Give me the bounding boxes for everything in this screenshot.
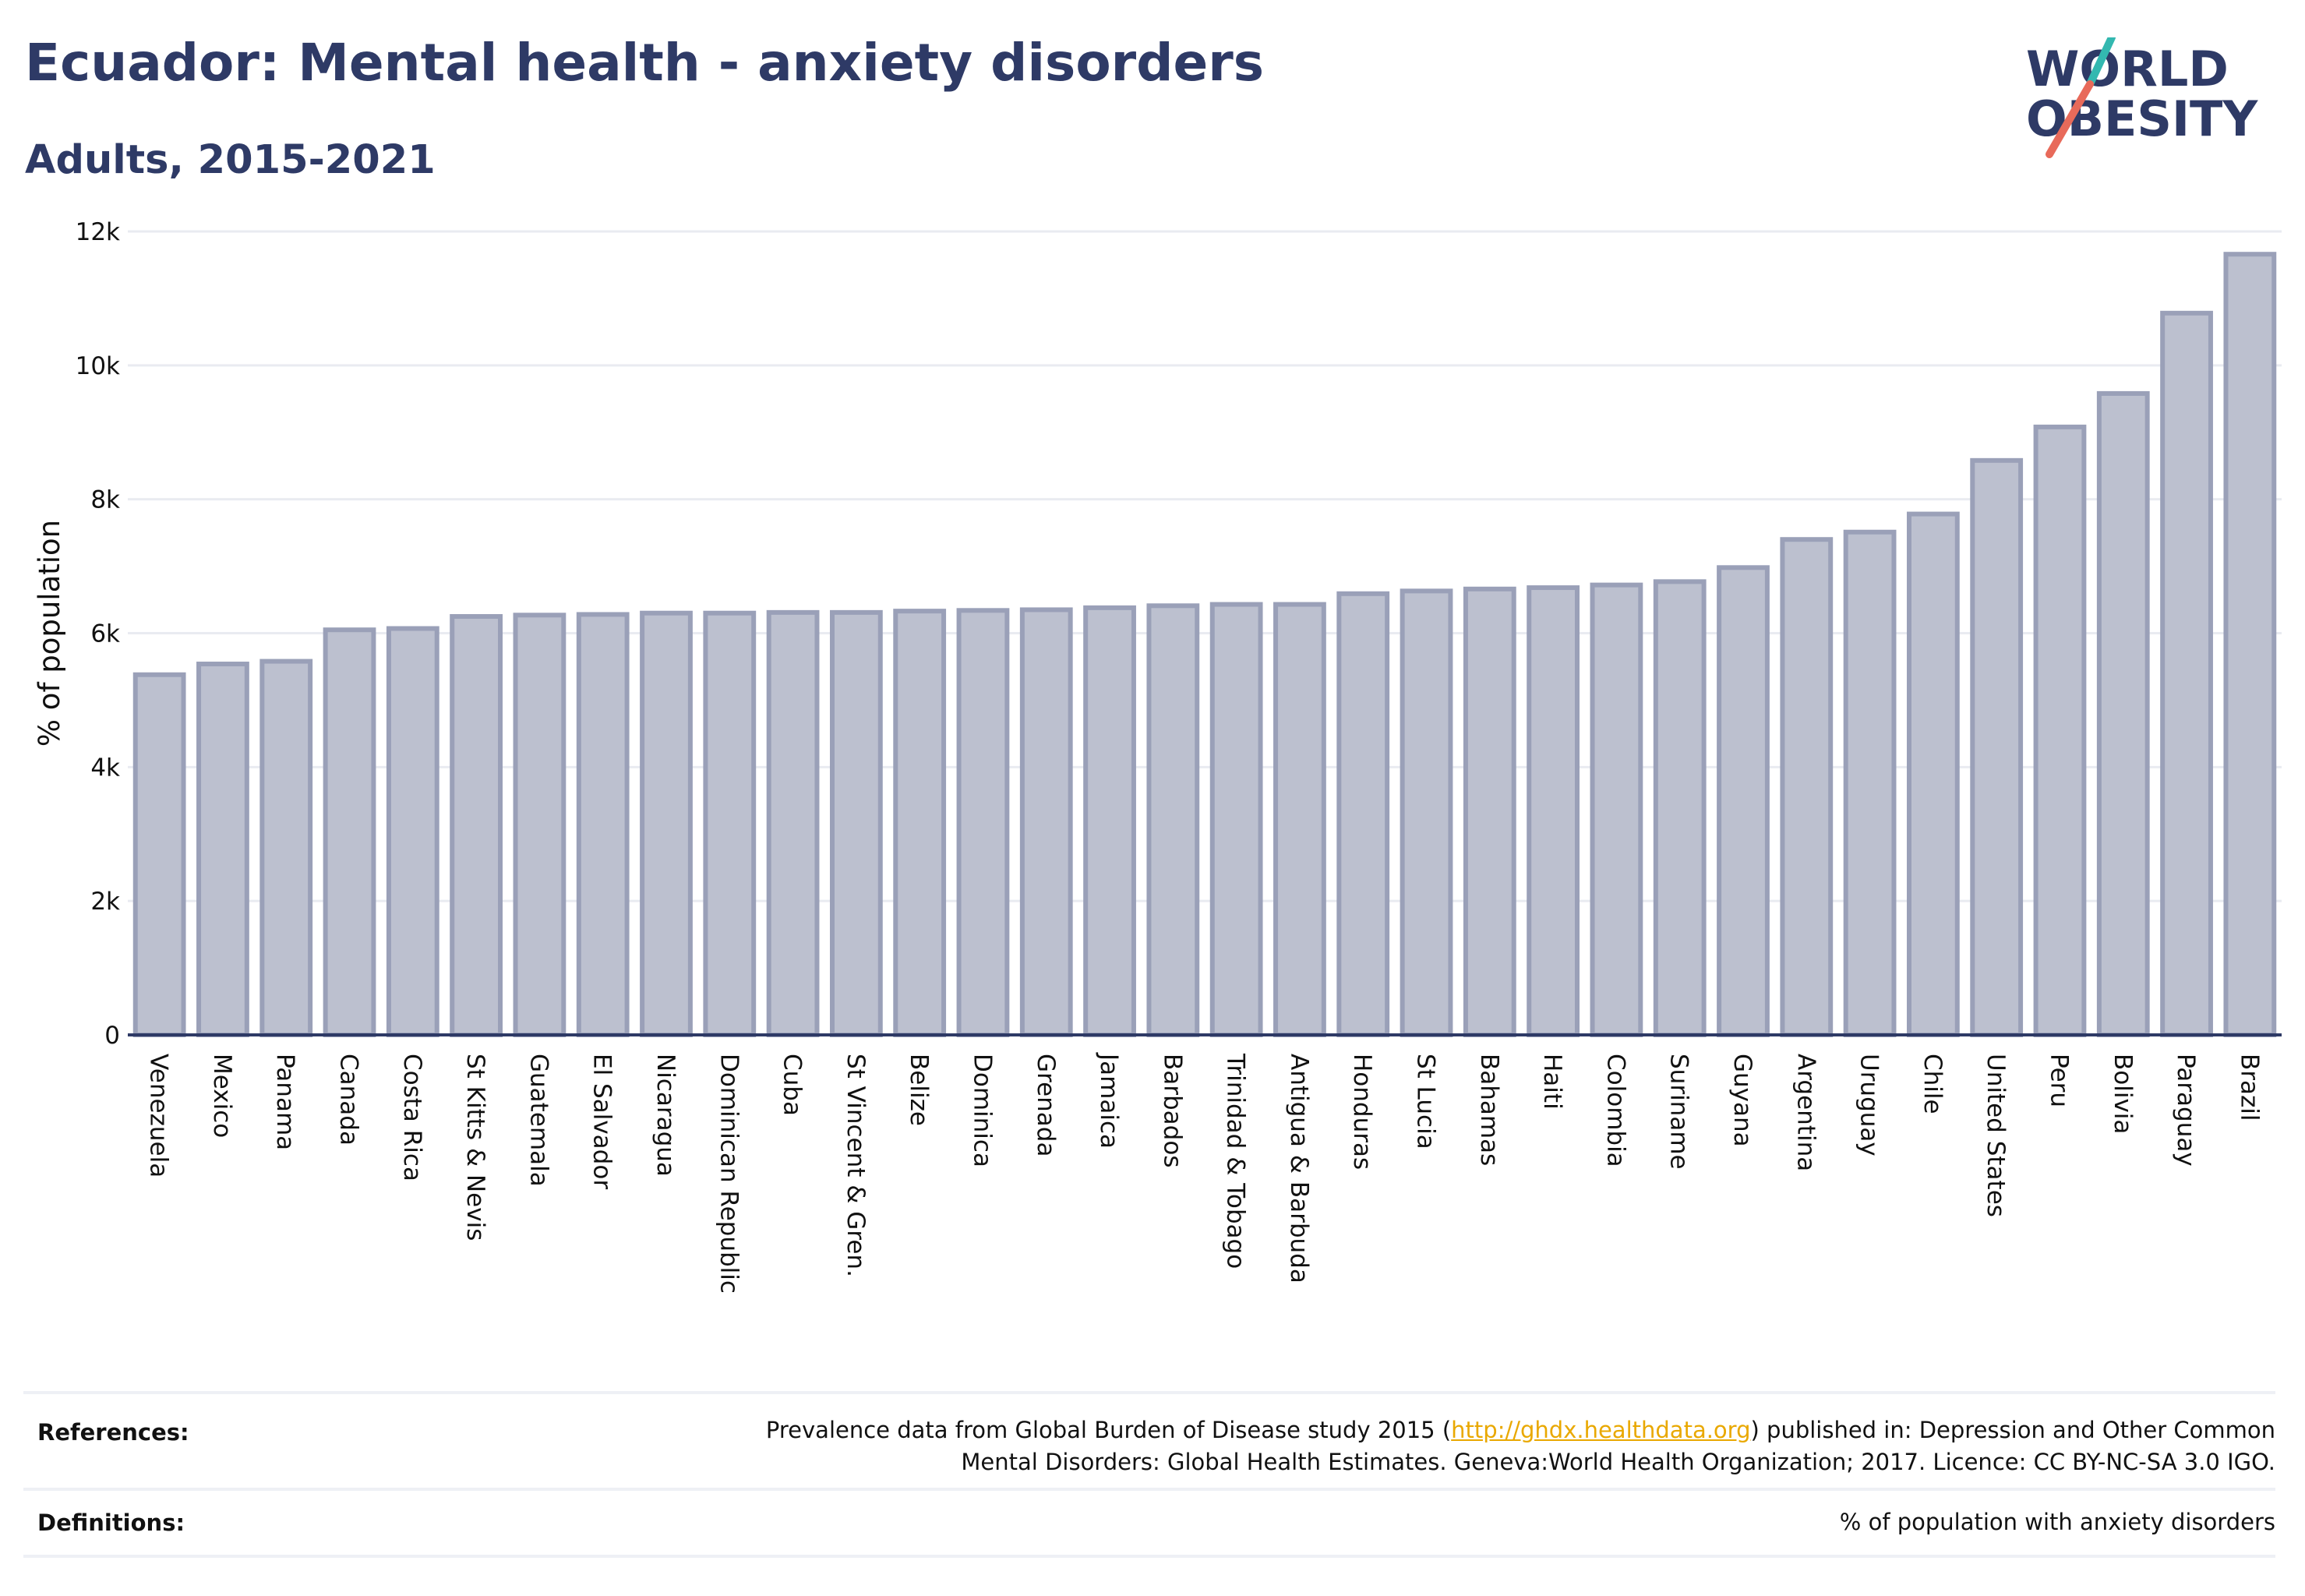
bar xyxy=(956,608,1010,1037)
bar xyxy=(1590,582,1643,1037)
references-link[interactable]: http://ghdx.healthdata.org xyxy=(1451,1417,1751,1443)
x-tick-label: Peru xyxy=(2045,1054,2073,1107)
x-tick-label: El Salvador xyxy=(588,1054,616,1189)
x-tick-label: Guatemala xyxy=(524,1054,552,1187)
definitions-text: % of population with anxiety disorders xyxy=(1839,1509,2275,1535)
x-tick-label: Antigua & Barbuda xyxy=(1285,1054,1313,1284)
bar xyxy=(450,614,503,1037)
bar xyxy=(2033,424,2087,1037)
x-tick-label: Guyana xyxy=(1728,1054,1756,1147)
x-tick-label: St Vincent & Gren. xyxy=(842,1054,870,1277)
references-text-before: Prevalence data from Global Burden of Di… xyxy=(765,1417,1452,1443)
x-tick-label: Dominica xyxy=(968,1054,996,1167)
bar xyxy=(1083,605,1136,1037)
x-tick-label: Grenada xyxy=(1032,1054,1060,1156)
logo-line1: WORLD xyxy=(2026,41,2229,97)
y-tick-label: 8k xyxy=(90,486,120,514)
references-text-after: ) published in: Depression and Other Com… xyxy=(1750,1417,2276,1443)
x-tick-label: Uruguay xyxy=(1855,1054,1883,1156)
bar xyxy=(766,609,820,1037)
x-tick-label: Bahamas xyxy=(1475,1054,1503,1166)
x-tick-label: Cuba xyxy=(778,1054,807,1116)
x-tick-label: Costa Rica xyxy=(398,1054,426,1181)
bar xyxy=(386,626,439,1037)
bar xyxy=(1780,537,1834,1037)
y-axis-ticks: 0 2k 4k 6k 8k 10k 12k xyxy=(76,218,120,1050)
chart-title: Ecuador: Mental health - anxiety disorde… xyxy=(25,33,1265,93)
world-obesity-logo: WORLD OBESITY xyxy=(2026,37,2258,158)
bar xyxy=(1717,565,1770,1037)
x-tick-label: Dominican Republic xyxy=(715,1054,743,1294)
y-tick-label: 0 xyxy=(104,1022,120,1050)
x-tick-label: Colombia xyxy=(1601,1054,1629,1167)
y-tick-label: 2k xyxy=(90,888,120,916)
bar xyxy=(1843,529,1897,1037)
bar xyxy=(132,672,186,1037)
bar xyxy=(1463,586,1516,1037)
bar xyxy=(323,627,376,1037)
bar xyxy=(703,610,757,1037)
y-tick-label: 4k xyxy=(90,754,120,782)
bar xyxy=(259,659,313,1038)
x-tick-label: United States xyxy=(1982,1054,2010,1217)
bar xyxy=(576,612,630,1037)
bar xyxy=(1970,457,2024,1037)
x-tick-label: Argentina xyxy=(1791,1054,1820,1171)
bar xyxy=(640,610,693,1037)
bar xyxy=(1527,585,1580,1037)
bar xyxy=(2096,390,2150,1037)
bars xyxy=(132,252,2277,1038)
bar xyxy=(1906,511,1960,1037)
bar xyxy=(513,613,567,1037)
x-tick-label: Paraguay xyxy=(2172,1054,2200,1167)
x-tick-label: Trinidad & Tobago xyxy=(1222,1053,1250,1269)
bar xyxy=(2160,310,2213,1037)
x-tick-label: Jamaica xyxy=(1095,1052,1123,1149)
bar xyxy=(1019,607,1073,1037)
x-tick-label: Haiti xyxy=(1538,1054,1566,1110)
x-tick-label: Nicaragua xyxy=(651,1054,679,1177)
x-tick-label: St Lucia xyxy=(1412,1054,1440,1149)
x-tick-label: Barbados xyxy=(1158,1054,1186,1167)
x-tick-label: Brazil xyxy=(2235,1054,2263,1121)
bar xyxy=(893,609,947,1037)
x-tick-label: Canada xyxy=(335,1054,363,1146)
logo-line2: OBESITY xyxy=(2026,90,2258,147)
bar xyxy=(1400,588,1453,1037)
definitions-label: Definitions: xyxy=(37,1509,185,1536)
x-tick-label: Chile xyxy=(1918,1054,1947,1114)
references-line2: Mental Disorders: Global Health Estimate… xyxy=(961,1449,2275,1475)
logo-slash-coral xyxy=(2046,80,2094,158)
references-row: References: Prevalence data from Global … xyxy=(23,1391,2275,1491)
bar-chart: 0 2k 4k 6k 8k 10k 12k Venezuela Mexico Panama Can… xyxy=(33,218,2282,1294)
bar xyxy=(196,662,249,1037)
y-tick-label: 6k xyxy=(90,620,120,648)
bar xyxy=(1209,602,1263,1037)
x-tick-label: Honduras xyxy=(1348,1054,1376,1170)
bar xyxy=(1653,579,1707,1037)
logo-slash-teal xyxy=(2086,37,2116,88)
bar xyxy=(1273,602,1326,1037)
bar xyxy=(2223,252,2277,1037)
y-tick-label: 10k xyxy=(76,352,120,380)
x-axis-ticks: Venezuela Mexico Panama Canada Costa Rica St … xyxy=(145,1052,2264,1294)
x-tick-label: Bolivia xyxy=(2109,1054,2137,1134)
references-text: Prevalence data from Global Burden of Di… xyxy=(766,1414,2275,1478)
bar xyxy=(829,609,883,1037)
y-axis-label: % of population xyxy=(33,520,66,747)
x-tick-label: St Kitts & Nevis xyxy=(461,1054,489,1241)
x-tick-label: Suriname xyxy=(1665,1054,1693,1170)
bar xyxy=(1336,591,1390,1037)
references-label: References: xyxy=(37,1419,189,1446)
x-tick-label: Venezuela xyxy=(145,1054,173,1178)
y-tick-label: 12k xyxy=(76,218,120,246)
x-tick-label: Mexico xyxy=(208,1054,236,1138)
chart-subtitle: Adults, 2015-2021 xyxy=(25,137,436,183)
definitions-row: Definitions: % of population with anxiet… xyxy=(23,1488,2275,1558)
x-tick-label: Panama xyxy=(271,1054,299,1150)
bar xyxy=(1146,603,1200,1037)
x-tick-label: Belize xyxy=(905,1054,933,1126)
